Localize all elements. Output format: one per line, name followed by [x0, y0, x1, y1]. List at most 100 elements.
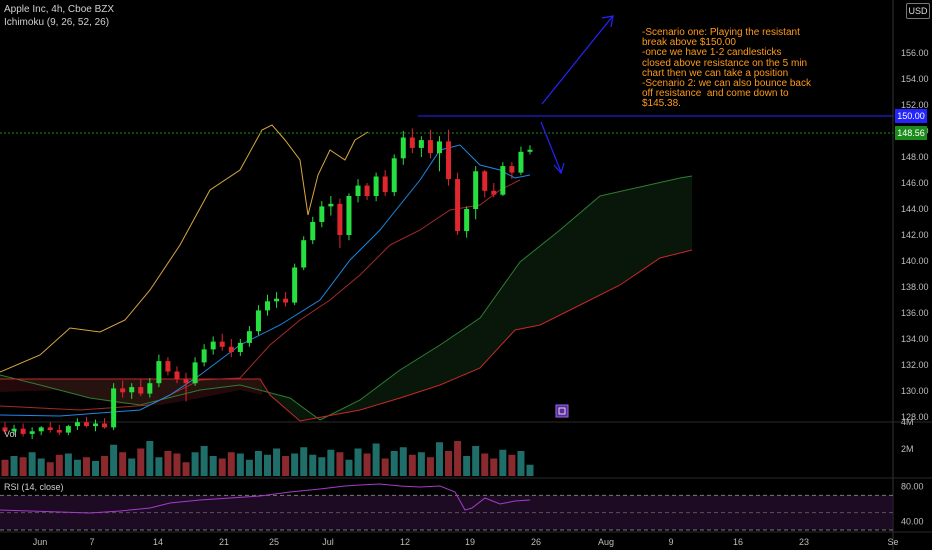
candle-body [455, 179, 461, 232]
candle-body [74, 422, 80, 427]
candle-body [518, 151, 524, 173]
symbol-title: Apple Inc, 4h, Cboe BZX [4, 4, 115, 15]
candle-body [482, 171, 488, 191]
candle-body [265, 301, 270, 311]
candle-body [102, 423, 108, 428]
candle-body [29, 431, 35, 434]
candle-body [111, 388, 117, 428]
resistance-price-label: 150.00 [897, 111, 925, 121]
candle-body [436, 141, 442, 154]
volume-bar [155, 457, 163, 476]
candle-body [491, 190, 497, 195]
x-tick-label: 19 [465, 537, 475, 547]
volume-bar [445, 451, 453, 476]
candle-body [319, 206, 325, 222]
y-tick-label: 140.00 [901, 256, 929, 266]
volume-bar [245, 459, 253, 476]
y-tick-label: 146.00 [901, 178, 929, 188]
volume-bar [273, 448, 281, 476]
volume-bar [454, 441, 462, 476]
candle-body [210, 341, 216, 350]
candle-body [156, 361, 162, 384]
candle-body [446, 141, 452, 180]
candle-body [292, 267, 298, 303]
x-tick-label: Aug [598, 537, 614, 547]
volume-bar [137, 448, 145, 476]
volume-bar [227, 452, 235, 476]
scenario-two-arrowhead [553, 162, 565, 175]
x-tick-label: 16 [733, 537, 743, 547]
volume-bar [417, 452, 425, 476]
volume-bar [182, 462, 190, 476]
indicator-title[interactable]: Ichimoku (9, 26, 52, 26) [4, 17, 110, 28]
x-tick-label: Jun [33, 537, 48, 547]
volume-bar [46, 462, 54, 476]
candle-body [409, 137, 415, 148]
volume-bar [28, 452, 36, 476]
candle-body [274, 298, 280, 302]
rsi-tick-label: 80.00 [901, 482, 924, 492]
volume-bar [73, 459, 81, 476]
calendar-icon [555, 404, 569, 418]
currency-badge[interactable]: USD [906, 3, 930, 19]
volume-bar [381, 458, 389, 476]
volume-bar [282, 456, 290, 476]
resistance-price-tag [895, 109, 927, 123]
x-tick-label: 21 [219, 537, 229, 547]
candle-body [93, 423, 99, 427]
volume-bar [435, 442, 443, 476]
annotation-text: -Scenario one: Playing the resistant bre… [642, 27, 811, 110]
candle-body [500, 166, 506, 195]
volume-bar [264, 454, 271, 476]
x-tick-label: 12 [400, 537, 410, 547]
y-tick-label: 132.00 [901, 360, 929, 370]
candle-body [346, 196, 352, 235]
rsi-title: RSI (14, close) [4, 482, 64, 492]
volume-bar [128, 458, 136, 476]
volume-bar [300, 447, 308, 476]
x-tick-label: 7 [89, 537, 94, 547]
x-tick-label: 14 [153, 537, 163, 547]
y-tick-label: 156.00 [901, 48, 929, 58]
volume-bar [399, 447, 407, 476]
y-tick-label: 130.00 [901, 386, 929, 396]
volume-bar [1, 459, 9, 476]
candle-body [138, 387, 144, 394]
volume-bar [64, 453, 72, 476]
volume-bar [146, 441, 154, 476]
candle-body [183, 379, 189, 384]
volume-bar [218, 458, 226, 476]
candle-body [56, 430, 62, 433]
candle-body [283, 298, 289, 303]
candle-body [120, 388, 126, 393]
x-tick-label: 9 [668, 537, 673, 547]
lagging-span [0, 124, 369, 373]
candle-body [464, 209, 470, 232]
candle-body [509, 166, 515, 173]
candle-body [228, 346, 234, 352]
volume-bar [173, 453, 181, 476]
candle-body [47, 427, 53, 430]
candle-body [337, 203, 343, 235]
y-tick-label: 134.00 [901, 334, 929, 344]
volume-bar [10, 456, 18, 476]
volume-bar [37, 458, 45, 476]
volume-bar [372, 443, 380, 476]
volume-bar [191, 452, 199, 476]
volume-bar [490, 458, 498, 476]
candle-body [301, 240, 307, 268]
candle-body [427, 140, 433, 154]
volume-bar [19, 457, 27, 476]
volume-bar [354, 448, 362, 476]
calendar-icon-mark [558, 407, 566, 415]
volume-bar [291, 453, 299, 476]
candle-body [310, 222, 316, 241]
volume-bar [463, 456, 471, 476]
conversion-line [0, 144, 531, 417]
x-tick-label: 25 [269, 537, 279, 547]
volume-tick-label: 2M [901, 444, 914, 454]
volume-bar [390, 451, 398, 476]
scenario-one-arrowhead [601, 15, 614, 28]
candle-body [147, 383, 153, 394]
